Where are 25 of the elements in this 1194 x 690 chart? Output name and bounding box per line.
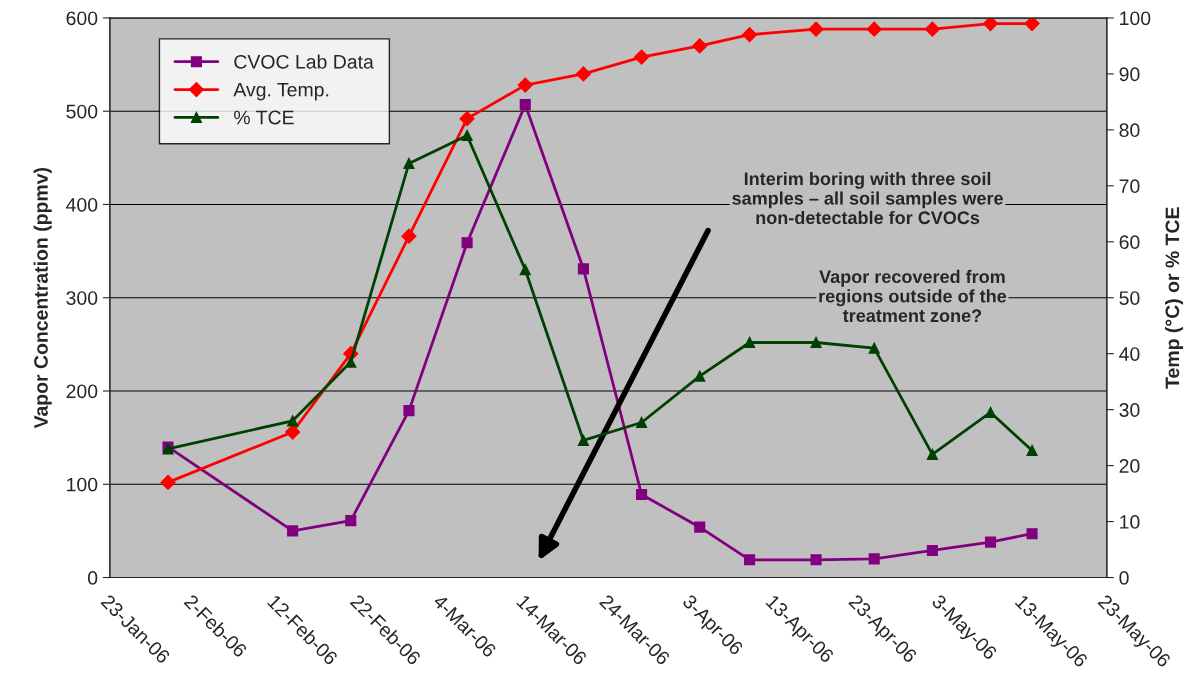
y2-tick-label: 50 (1119, 291, 1140, 305)
y-tick-label: 400 (66, 197, 98, 212)
y-tick-label: 0 (87, 571, 98, 585)
y-tick-label: 600 (66, 11, 98, 26)
annotation: Vapor recovered from regions outside of the treatment zone? (819, 269, 1007, 323)
annotation: Interim boring with three soil samples – all soil samples were non-detectable for CVOCs (732, 171, 1003, 225)
y2-axis-title: Temp (°C) or % TCE (1164, 207, 1184, 389)
y-tick-label: 300 (66, 291, 98, 305)
legend-label: CVOC Lab Data (234, 54, 374, 69)
y-axis-title: Vapor Concentration (ppmv) (33, 167, 52, 429)
y2-tick-label: 30 (1119, 403, 1140, 417)
y2-tick-label: 0 (1119, 571, 1129, 585)
y2-tick-label: 80 (1119, 123, 1140, 138)
y2-tick-label: 90 (1119, 67, 1140, 82)
y2-tick-label: 40 (1119, 347, 1140, 361)
y2-tick-label: 20 (1119, 459, 1140, 473)
y2-tick-label: 60 (1119, 235, 1140, 250)
legend-label: Avg. Temp. (233, 82, 329, 101)
y2-tick-label: 10 (1120, 515, 1140, 529)
y-tick-label: 100 (67, 477, 98, 492)
y-tick-label: 500 (66, 104, 98, 119)
legend-label: % TCE (234, 110, 294, 125)
y2-tick-label: 70 (1119, 179, 1140, 194)
y2-tick-label: 100 (1120, 11, 1151, 26)
y-tick-label: 200 (66, 384, 98, 399)
